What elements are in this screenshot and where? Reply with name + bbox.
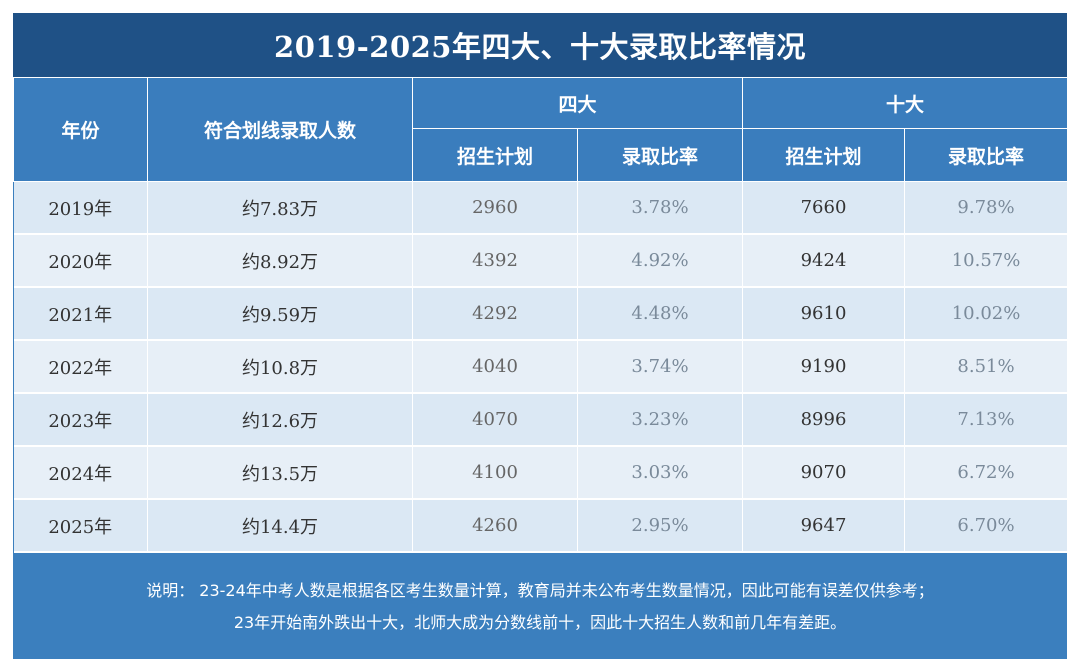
cell-plan-4: 4100 [412,446,578,500]
cell-rate-4: 3.74% [577,340,744,394]
cell-qualified: 约7.83万 [147,181,413,235]
cell-plan-4: 4292 [412,287,578,341]
cell-plan-4: 4260 [412,499,578,553]
table-row: 2019年 约7.83万 2960 3.78% 7660 9.78% [13,181,1069,235]
table-row: 2020年 约8.92万 4392 4.92% 9424 10.57% [13,234,1069,288]
cell-qualified: 约12.6万 [147,393,413,447]
cell-rate-10: 10.02% [904,287,1069,341]
cell-plan-10: 9424 [742,234,906,288]
cell-plan-10: 9647 [742,499,906,553]
cell-plan-10: 9190 [742,340,906,394]
cell-plan-10: 9610 [742,287,906,341]
cell-plan-10: 7660 [742,181,906,235]
admission-rate-table: 年份 符合划线录取人数 四大 十大 招生计划 录取比率 招生计划 录取比率 20… [13,77,1069,553]
cell-year: 2025年 [13,499,148,553]
table-row: 2022年 约10.8万 4040 3.74% 9190 8.51% [13,340,1069,394]
cell-plan-10: 8996 [742,393,906,447]
cell-year: 2023年 [13,393,148,447]
cell-plan-10: 9070 [742,446,906,500]
footnote: 说明： 23-24年中考人数是根据各区考生数量计算，教育局并未公布考生数量情况，… [13,555,1067,659]
cell-year: 2019年 [13,181,148,235]
cell-rate-10: 6.70% [904,499,1069,553]
cell-rate-4: 3.23% [577,393,744,447]
header-plan-10: 招生计划 [742,128,906,182]
header-group-4: 四大 [411,77,744,129]
cell-qualified: 约13.5万 [147,446,413,500]
cell-qualified: 约10.8万 [147,340,413,394]
cell-rate-10: 7.13% [904,393,1069,447]
header-group-10: 十大 [742,77,1069,129]
cell-year: 2022年 [13,340,148,394]
cell-plan-4: 4070 [412,393,578,447]
header-plan-4: 招生计划 [412,128,578,182]
cell-qualified: 约9.59万 [147,287,413,341]
cell-year: 2020年 [13,234,148,288]
page-title: 2019-2025年四大、十大录取比率情况 [13,13,1067,77]
table-row: 2025年 约14.4万 4260 2.95% 9647 6.70% [13,499,1069,553]
cell-plan-4: 2960 [412,181,578,235]
table-card: 2019-2025年四大、十大录取比率情况 年份 符合划线录取人数 四大 十大 … [13,13,1069,659]
header-qualified: 符合划线录取人数 [147,77,413,182]
cell-rate-4: 4.48% [577,287,744,341]
footnote-line-2: 23年开始南外跌出十大，北师大成为分数线前十，因此十大招生人数和前几年有差距。 [233,613,847,632]
header-rate-4: 录取比率 [576,128,744,182]
cell-year: 2024年 [13,446,148,500]
header-rate-10: 录取比率 [904,128,1069,182]
cell-rate-10: 8.51% [904,340,1069,394]
footnote-line-1: 说明： 23-24年中考人数是根据各区考生数量计算，教育局并未公布考生数量情况，… [146,581,934,600]
cell-qualified: 约8.92万 [147,234,413,288]
cell-rate-4: 2.95% [577,499,744,553]
cell-rate-10: 10.57% [904,234,1069,288]
cell-year: 2021年 [13,287,148,341]
cell-plan-4: 4040 [412,340,578,394]
cell-rate-4: 3.78% [577,181,744,235]
cell-rate-10: 9.78% [904,181,1069,235]
table-row: 2023年 约12.6万 4070 3.23% 8996 7.13% [13,393,1069,447]
table-row: 2021年 约9.59万 4292 4.48% 9610 10.02% [13,287,1069,341]
cell-rate-4: 3.03% [577,446,744,500]
cell-rate-10: 6.72% [904,446,1069,500]
cell-plan-4: 4392 [412,234,578,288]
cell-qualified: 约14.4万 [147,499,413,553]
cell-rate-4: 4.92% [577,234,744,288]
table-row: 2024年 约13.5万 4100 3.03% 9070 6.72% [13,446,1069,500]
header-year: 年份 [13,77,148,182]
